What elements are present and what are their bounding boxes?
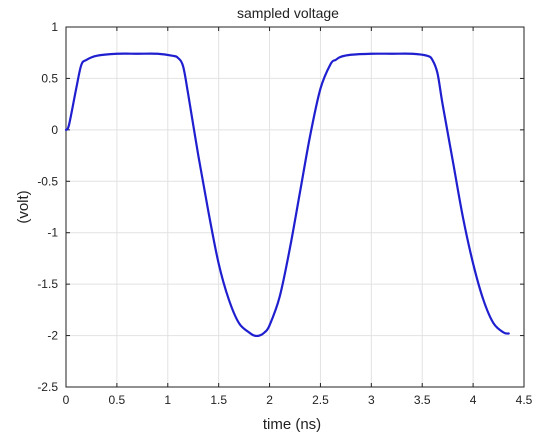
y-tick-label: 0.5	[41, 71, 58, 85]
y-tick-label: -1	[47, 226, 58, 240]
y-tick-label: -1.5	[37, 277, 58, 291]
series-lines	[64, 52, 510, 338]
tick-labels: 0 0.5 1 1.5 2 2.5 3 3.5 4 4.5 1 0.5 0 -0.5 -1 -1.5 -2 -2.…	[37, 20, 532, 407]
y-tick-label: 0	[51, 123, 58, 137]
axes-frame	[65, 26, 525, 388]
x-tick-label: 4	[470, 393, 477, 407]
x-axis-label: time (ns)	[263, 416, 321, 433]
x-tick-label: 0.5	[109, 393, 126, 407]
y-tick-label: -2	[47, 329, 58, 343]
axes-box	[65, 26, 525, 388]
x-tick-label: 2.5	[312, 393, 329, 407]
x-tick-label: 0	[63, 393, 70, 407]
y-axis-label: (volt)	[15, 190, 32, 223]
x-tick-label: 3	[368, 393, 375, 407]
x-tick-label: 4.5	[516, 393, 533, 407]
voltage-series-line	[64, 52, 510, 338]
y-tick-label: -2.5	[37, 380, 58, 394]
x-tick-label: 2	[266, 393, 273, 407]
chart-title: sampled voltage	[237, 5, 339, 21]
x-tick-label: 1	[164, 393, 171, 407]
grid-lines	[66, 27, 524, 387]
y-tick-label: -0.5	[37, 174, 58, 188]
y-tick-label: 1	[51, 20, 58, 34]
x-tick-label: 1.5	[210, 393, 227, 407]
x-tick-label: 3.5	[414, 393, 431, 407]
